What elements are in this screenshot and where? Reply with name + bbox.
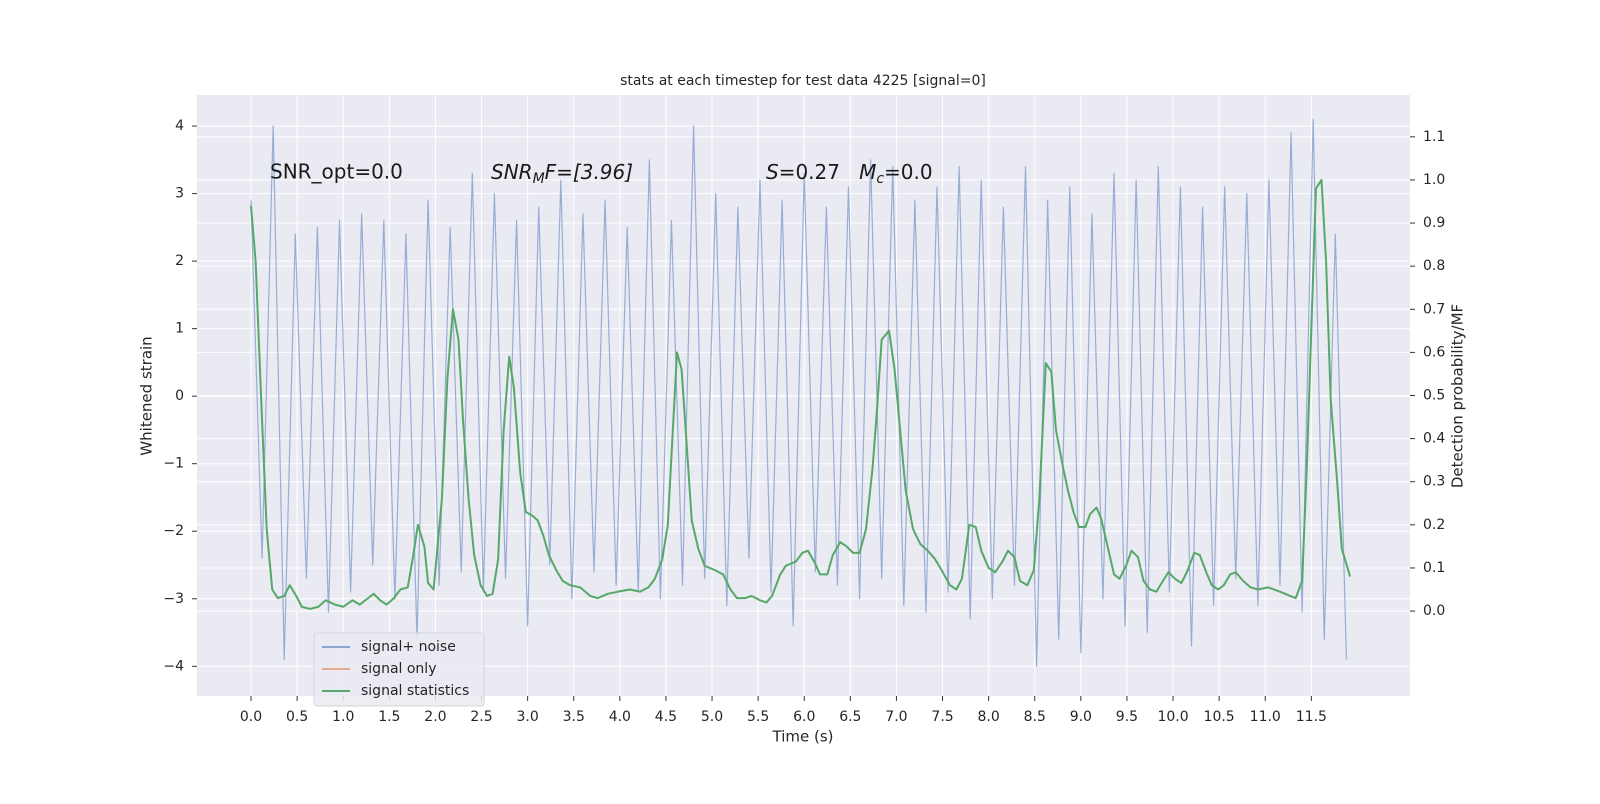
x-axis-label: Time (s) xyxy=(772,728,834,746)
chart-title: stats at each timestep for test data 422… xyxy=(620,73,986,89)
series-line xyxy=(250,118,1347,667)
x-tick-label: 5.5 xyxy=(747,709,769,725)
y2-tick-label: 1.0 xyxy=(1423,172,1445,188)
x-tick-label: 9.5 xyxy=(1116,709,1138,725)
y-tick-label: 0 xyxy=(175,388,184,404)
y2-tick-label: 0.5 xyxy=(1423,388,1445,404)
annotation: SNRMF=[3.96] xyxy=(491,160,633,188)
x-tick-label: 9.0 xyxy=(1070,709,1092,725)
annotation-part: c xyxy=(876,171,884,187)
x-tick-label: 2.0 xyxy=(424,709,446,725)
x-tick-label: 3.5 xyxy=(563,709,585,725)
x-tick-label: 1.0 xyxy=(332,709,354,725)
x-tick-label: 6.0 xyxy=(793,709,815,725)
y2-tick-label: 0.0 xyxy=(1423,603,1445,619)
annotation-part: =0.0 xyxy=(884,160,933,184)
annotation-part: M xyxy=(859,160,876,184)
y2-tick-label: 0.4 xyxy=(1423,431,1445,447)
annotation: S=0.27 Mc=0.0 xyxy=(766,160,933,188)
y-tick-label: −2 xyxy=(163,523,184,539)
marks xyxy=(250,118,1352,667)
annotation-part: S xyxy=(766,160,779,184)
y-tick-label: 1 xyxy=(175,321,184,337)
y2-tick-label: 0.9 xyxy=(1423,215,1445,231)
x-tick-label: 8.5 xyxy=(1024,709,1046,725)
x-tick-label: 4.0 xyxy=(609,709,631,725)
y-tick-label: −3 xyxy=(163,591,184,607)
x-tick-label: 10.0 xyxy=(1157,709,1188,725)
y2-tick-label: 0.3 xyxy=(1423,474,1445,490)
y2-axis-label: Detection probability/MF xyxy=(1449,304,1467,488)
annotation: SNR_opt=0.0 xyxy=(270,160,403,184)
annotation-part: SNR xyxy=(491,160,533,184)
y-tick-label: 4 xyxy=(175,118,184,134)
x-tick-label: 6.5 xyxy=(839,709,861,725)
y-tick-label: 2 xyxy=(175,253,184,269)
x-tick-label: 10.5 xyxy=(1204,709,1235,725)
y-tick-label: −1 xyxy=(163,456,184,472)
y2-tick-label: 0.1 xyxy=(1423,560,1445,576)
y-tick-label: 3 xyxy=(175,186,184,202)
x-tick-label: 5.0 xyxy=(701,709,723,725)
y-tick-label: −4 xyxy=(163,658,184,674)
x-tick-label: 11.0 xyxy=(1250,709,1281,725)
y-axis-label: Whitened strain xyxy=(138,336,156,455)
annotation-part: F=[3.96] xyxy=(545,160,633,184)
annotation-part: =0.27 xyxy=(779,160,859,184)
x-tick-label: 7.0 xyxy=(885,709,907,725)
x-tick-label: 7.5 xyxy=(931,709,953,725)
x-tick-label: 3.0 xyxy=(517,709,539,725)
legend-label: signal+ noise xyxy=(361,639,456,655)
x-tick-label: 1.5 xyxy=(378,709,400,725)
y2-tick-label: 0.6 xyxy=(1423,344,1445,360)
x-tick-label: 0.0 xyxy=(240,709,262,725)
y2-tick-label: 0.2 xyxy=(1423,517,1445,533)
x-tick-label: 0.5 xyxy=(286,709,308,725)
x-tick-label: 11.5 xyxy=(1296,709,1327,725)
x-tick-label: 2.5 xyxy=(470,709,492,725)
legend-box xyxy=(313,632,485,707)
annotation-part: M xyxy=(533,171,545,187)
legend: signal+ noise signal only signal statistic… xyxy=(313,632,485,707)
legend-label: signal only xyxy=(361,661,436,677)
x-tick-label: 8.0 xyxy=(978,709,1000,725)
y2-tick-label: 0.8 xyxy=(1423,258,1445,274)
legend-label: signal statistics xyxy=(361,683,469,699)
series-line xyxy=(250,178,1352,610)
x-tick-label: 4.5 xyxy=(655,709,677,725)
y2-tick-label: 1.1 xyxy=(1423,129,1445,145)
y2-tick-label: 0.7 xyxy=(1423,301,1445,317)
